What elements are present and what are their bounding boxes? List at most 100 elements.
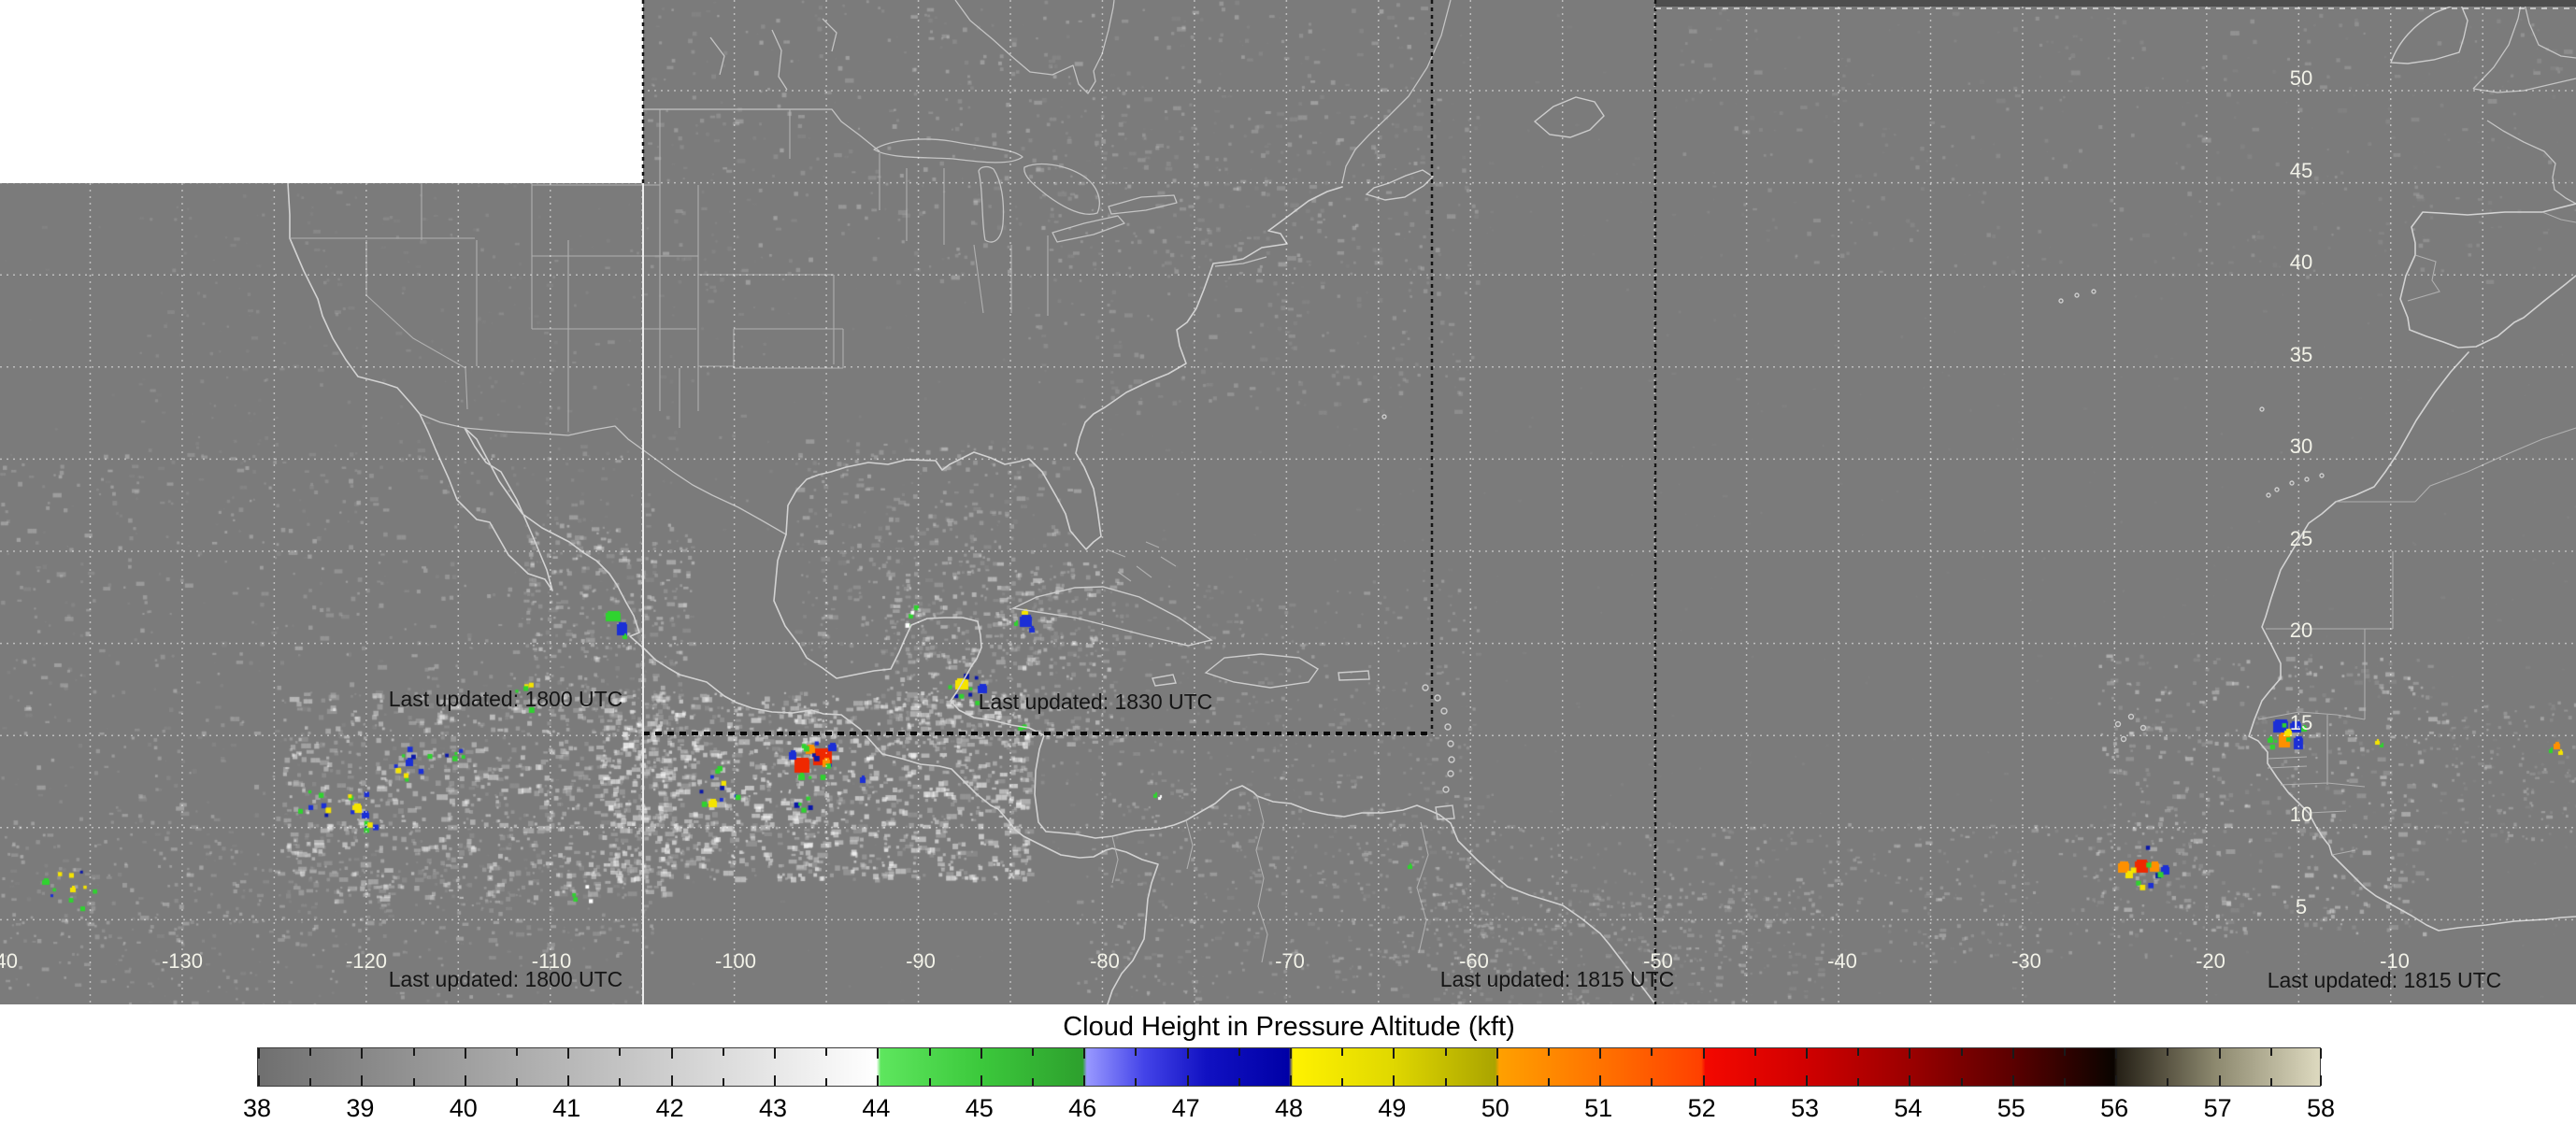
colorbar-tick: [980, 1048, 982, 1059]
colorbar-scale-label: 46: [1068, 1094, 1097, 1122]
colorbar-tick: [361, 1048, 364, 1059]
last-updated-label: Last updated: 1830 UTC: [979, 690, 1213, 714]
last-updated-label: Last updated: 1800 UTC: [389, 687, 623, 711]
colorbar-tick: [1753, 1048, 1756, 1056]
longitude-label: -90: [906, 949, 936, 973]
colorbar-scale-label: 44: [862, 1094, 891, 1122]
colorbar-tick: [980, 1075, 982, 1086]
colorbar-tick: [464, 1048, 466, 1059]
colorbar-tick: [258, 1075, 260, 1086]
longitude-label: -10: [2380, 949, 2410, 973]
colorbar-tick: [619, 1048, 622, 1056]
colorbar-tick: [567, 1048, 570, 1059]
last-updated-label: Last updated: 1815 UTC: [1440, 967, 1675, 991]
map-overlay-svg: -140 -130 -120 -110 -100 -90 -80 -70 -60 -50 -40 -3…: [0, 0, 2576, 1004]
latitude-label: 30: [2290, 434, 2312, 458]
colorbar-tick: [1135, 1078, 1138, 1086]
colorbar-tick: [412, 1048, 415, 1056]
colorbar-tick: [1290, 1075, 1292, 1086]
longitude-label: -120: [346, 949, 387, 973]
longitude-label: -50: [1643, 949, 1673, 973]
latitude-label: 40: [2290, 250, 2312, 274]
colorbar-tick: [2064, 1048, 2066, 1056]
colorbar-tick: [516, 1078, 518, 1086]
graticule-layer: [0, 0, 2576, 1004]
colorbar-scale-label: 40: [449, 1094, 478, 1122]
colorbar-scale-label: 53: [1790, 1094, 1820, 1122]
lesser-antilles-dots: [1422, 684, 1455, 793]
colorbar-scale-label: 48: [1274, 1094, 1304, 1122]
colorbar-scale-label: 47: [1171, 1094, 1200, 1122]
colorbar-tick: [825, 1078, 828, 1086]
latitude-label: 35: [2290, 343, 2312, 366]
colorbar-section: Cloud Height in Pressure Altitude (kft) …: [0, 1004, 2576, 1124]
latitude-label: 50: [2290, 66, 2312, 90]
colorbar-tick: [1186, 1075, 1189, 1086]
colorbar-tick: [1857, 1048, 1860, 1056]
longitude-label: -140: [0, 949, 18, 973]
colorbar-scale-label: 45: [965, 1094, 994, 1122]
latitude-label: 5: [2296, 895, 2307, 918]
colorbar-tick: [1753, 1078, 1756, 1086]
colorbar-tick: [361, 1075, 364, 1086]
colorbar-tick: [2064, 1078, 2066, 1086]
longitude-label: -130: [162, 949, 203, 973]
colorbar-tick: [877, 1075, 880, 1086]
colorbar-tick: [1032, 1078, 1034, 1086]
colorbar-scale-label: 42: [655, 1094, 684, 1122]
colorbar-tick: [1857, 1078, 1860, 1086]
latitude-label: 10: [2290, 803, 2312, 826]
coastlines-layer: [287, 0, 2576, 1004]
longitude-label: -80: [1090, 949, 1120, 973]
colorbar-tick: [1909, 1048, 1911, 1059]
colorbar-tick: [928, 1048, 931, 1056]
colorbar-tick: [258, 1048, 260, 1059]
colorbar-tick: [774, 1075, 776, 1086]
colorbar-tick: [1341, 1048, 1344, 1056]
colorbar-tick: [2320, 1075, 2322, 1086]
colorbar-scale-label: 38: [242, 1094, 272, 1122]
colorbar-tick: [1599, 1048, 1602, 1059]
colorbar-tick: [1806, 1075, 1808, 1086]
last-updated-label: Last updated: 1800 UTC: [389, 967, 623, 991]
colorbar-tick: [1393, 1075, 1395, 1086]
longitude-label: -110: [532, 949, 571, 973]
colorbar-scale-label: 52: [1687, 1094, 1716, 1122]
colorbar-scale-label: 51: [1584, 1094, 1613, 1122]
colorbar-scale-label: 55: [1996, 1094, 2025, 1122]
sector-boundaries-layer: [641, 0, 2576, 1004]
longitude-label: -20: [2196, 949, 2225, 973]
colorbar-tick: [2269, 1048, 2272, 1056]
atlantic-islands-dots: [2058, 289, 2325, 743]
colorbar-tick: [412, 1078, 415, 1086]
colorbar-tick: [2218, 1048, 2221, 1059]
longitude-label: -100: [715, 949, 756, 973]
colorbar-tick: [309, 1048, 312, 1056]
colorbar-tick: [722, 1078, 724, 1086]
colorbar-tick: [516, 1048, 518, 1056]
colorbar-tick: [1651, 1048, 1653, 1056]
colorbar-tick: [1960, 1078, 1963, 1086]
colorbar-tick: [1083, 1048, 1086, 1059]
longitude-label: -60: [1459, 949, 1489, 973]
colorbar-tick: [774, 1048, 776, 1059]
colorbar-title: Cloud Height in Pressure Altitude (kft): [1063, 1012, 1515, 1042]
longitude-label: -40: [1827, 949, 1857, 973]
colorbar-tick: [1135, 1048, 1138, 1056]
latitude-label: 25: [2290, 527, 2312, 550]
longitude-label: -70: [1275, 949, 1305, 973]
colorbar-scale-label: 39: [346, 1094, 375, 1122]
colorbar-tick: [1444, 1078, 1447, 1086]
colorbar-tick: [1186, 1048, 1189, 1059]
map-labels-layer: -140 -130 -120 -110 -100 -90 -80 -70 -60 -50 -40 -3…: [0, 66, 2501, 992]
colorbar-scale-label: 54: [1894, 1094, 1923, 1122]
colorbar-tick: [309, 1078, 312, 1086]
colorbar-tick: [2115, 1048, 2118, 1059]
missing-data-box: [0, 0, 643, 183]
latitude-label: 20: [2290, 619, 2312, 642]
colorbar-tick: [1702, 1075, 1705, 1086]
latitude-label: 15: [2290, 711, 2312, 734]
colorbar-tick: [928, 1078, 931, 1086]
colorbar-tick: [2011, 1048, 2014, 1059]
